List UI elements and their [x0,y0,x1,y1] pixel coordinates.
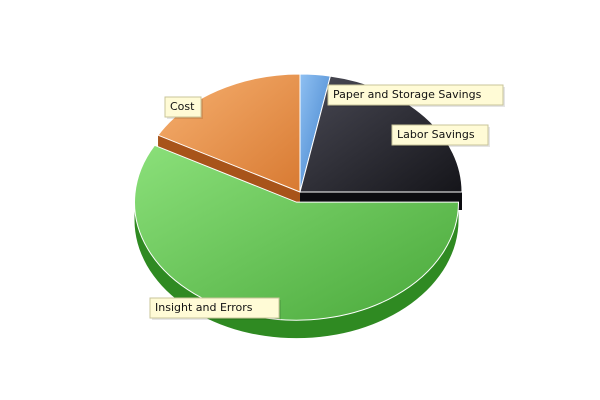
pie-label-text: Cost [170,100,195,113]
pie-label-text: Insight and Errors [155,301,253,314]
pie-labels: Paper and Storage Savings Labor Savings In… [149,84,505,320]
pie-label-paper-and-storage-savings: Paper and Storage Savings [327,84,505,107]
pie-label-box [149,297,280,319]
pie-label-labor-savings: Labor Savings [391,124,490,147]
pie-label-insight-and-errors: Insight and Errors [149,297,281,320]
pie-label-box [391,124,489,146]
pie-label-cost: Cost [164,96,203,119]
pie-label-text: Paper and Storage Savings [333,88,482,101]
pie-label-box [164,96,202,118]
pie-label-text: Labor Savings [397,128,475,141]
pie-label-box [327,84,504,106]
